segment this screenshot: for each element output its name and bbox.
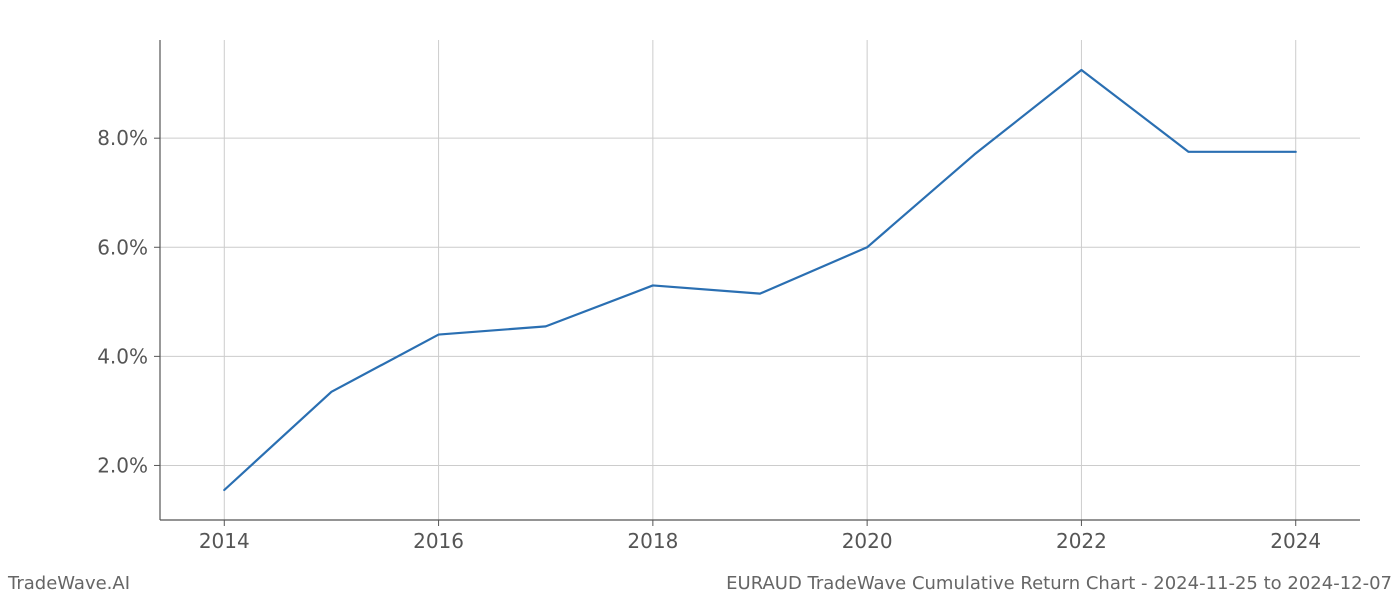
x-tick-label: 2018 xyxy=(627,529,678,553)
x-tick-label: 2014 xyxy=(199,529,250,553)
x-tick-label: 2024 xyxy=(1270,529,1321,553)
chart-container: 2014 2016 2018 2020 2022 2024 2.0% 4.0% 6.0% 8.0% xyxy=(0,0,1400,600)
line-chart: 2014 2016 2018 2020 2022 2024 2.0% 4.0% 6.0% 8.0% xyxy=(0,0,1400,600)
y-tick-label: 6.0% xyxy=(97,235,148,259)
y-tick-label: 8.0% xyxy=(97,126,148,150)
y-tick-label: 2.0% xyxy=(97,453,148,477)
x-tick-label: 2016 xyxy=(413,529,464,553)
x-tick-label: 2022 xyxy=(1056,529,1107,553)
x-tick-label: 2020 xyxy=(842,529,893,553)
footer-left-brand: TradeWave.AI xyxy=(8,573,130,594)
footer-right-caption: EURAUD TradeWave Cumulative Return Chart… xyxy=(726,573,1392,594)
y-tick-label: 4.0% xyxy=(97,344,148,368)
